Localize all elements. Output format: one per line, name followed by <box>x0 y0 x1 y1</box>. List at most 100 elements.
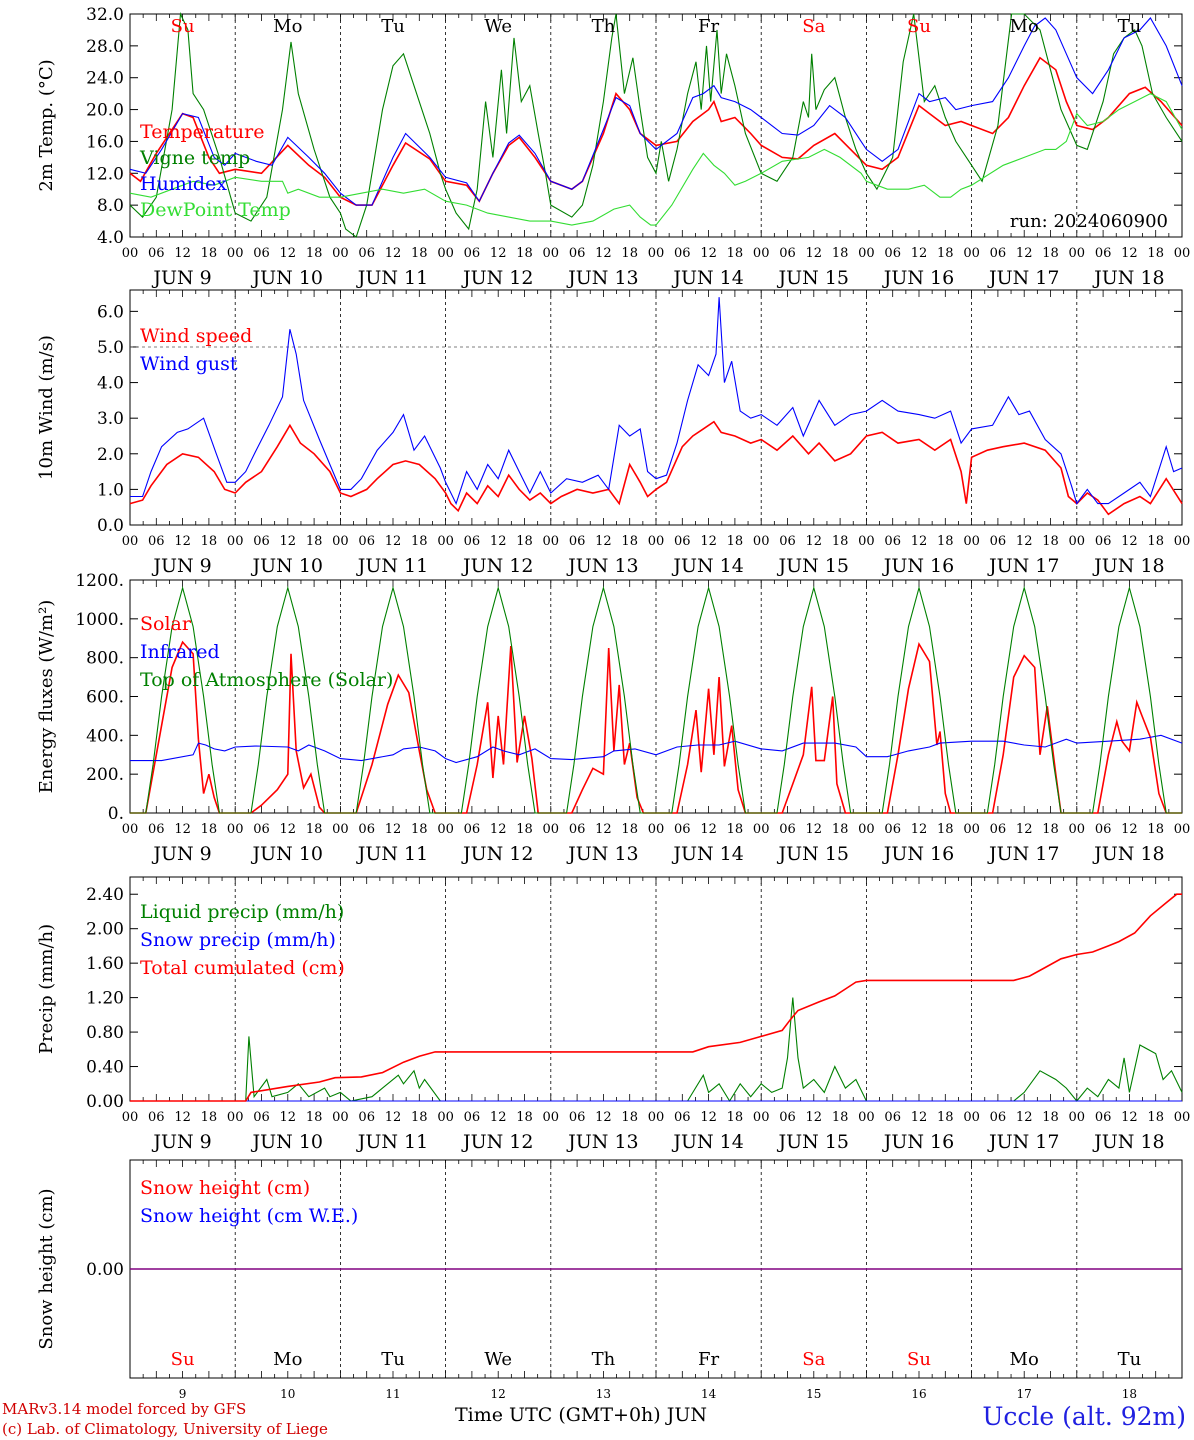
hour-tick-label: 12 <box>806 246 823 261</box>
lab-credit: (c) Lab. of Climatology, University of L… <box>2 1420 328 1438</box>
series-line <box>129 92 1183 226</box>
series-line <box>130 734 1183 764</box>
date-label: JUN 18 <box>1092 843 1164 865</box>
hour-tick-label: 00 <box>332 534 349 549</box>
day-name-label: Sa <box>802 1349 825 1370</box>
hour-tick-label: 00 <box>753 534 770 549</box>
hour-tick-label: 06 <box>464 246 481 261</box>
date-label: JUN 13 <box>566 267 638 289</box>
hour-tick-label: 18 <box>201 246 218 261</box>
date-label: JUN 18 <box>1092 555 1164 577</box>
hour-tick-label: 06 <box>358 1110 375 1125</box>
hour-tick-label: 12 <box>1016 246 1033 261</box>
hour-tick-label: 00 <box>858 534 875 549</box>
hour-tick-label: 18 <box>411 534 428 549</box>
y-tick-label: 1.60 <box>86 954 124 974</box>
time-axis-title: Time UTC (GMT+0h) JUN <box>455 1404 707 1426</box>
day-name-label: Mo <box>273 16 302 37</box>
hour-tick-label: 18 <box>411 246 428 261</box>
series-line <box>130 585 1182 814</box>
day-number-label: 17 <box>1017 1387 1032 1401</box>
hour-tick-label: 18 <box>621 534 638 549</box>
hour-tick-label: 12 <box>280 1110 297 1125</box>
legend-entry: Humidex <box>140 173 227 195</box>
day-name-label: Fr <box>698 16 719 37</box>
date-label: JUN 11 <box>356 843 428 865</box>
day-number-label: 12 <box>491 1387 506 1401</box>
hour-tick-label: 12 <box>911 534 928 549</box>
hour-tick-label: 18 <box>1042 246 1059 261</box>
hour-tick-label: 06 <box>358 246 375 261</box>
date-label: JUN 15 <box>777 267 849 289</box>
hour-tick-label: 12 <box>174 822 191 837</box>
date-label: JUN 10 <box>251 267 323 289</box>
hour-tick-label: 18 <box>727 534 744 549</box>
y-tick-label: 1200. <box>75 571 124 591</box>
hour-tick-label: 12 <box>280 534 297 549</box>
legend-entry: Solar <box>140 613 192 635</box>
hour-tick-label: 12 <box>490 1110 507 1125</box>
hour-tick-label: 00 <box>1174 534 1191 549</box>
y-tick-label: 1.0 <box>97 480 124 500</box>
date-label: JUN 14 <box>671 267 743 289</box>
date-label: JUN 13 <box>566 555 638 577</box>
date-label: JUN 18 <box>1092 267 1164 289</box>
hour-tick-label: 06 <box>779 1110 796 1125</box>
date-label: JUN 17 <box>987 267 1059 289</box>
hour-tick-label: 06 <box>358 534 375 549</box>
day-number-label: 10 <box>280 1387 295 1401</box>
hour-tick-label: 18 <box>1042 822 1059 837</box>
y-tick-label: 12.0 <box>86 164 124 184</box>
day-number-label: 9 <box>179 1387 187 1401</box>
hour-tick-label: 18 <box>937 822 954 837</box>
hour-tick-label: 00 <box>332 1110 349 1125</box>
hour-tick-label: 00 <box>1069 246 1086 261</box>
hour-tick-label: 18 <box>201 822 218 837</box>
y-tick-label: 1000. <box>75 610 124 630</box>
y-tick-label: 20.0 <box>86 101 124 121</box>
date-label: JUN 16 <box>882 1131 954 1153</box>
hour-tick-label: 06 <box>148 822 165 837</box>
hour-tick-label: 18 <box>516 822 533 837</box>
hour-tick-label: 18 <box>1042 1110 1059 1125</box>
hour-tick-label: 00 <box>963 1110 980 1125</box>
hour-tick-label: 06 <box>990 822 1007 837</box>
hour-tick-label: 12 <box>1016 534 1033 549</box>
series-line <box>129 11 1183 238</box>
hour-tick-label: 06 <box>990 534 1007 549</box>
hour-tick-label: 00 <box>437 534 454 549</box>
hour-tick-label: 12 <box>700 822 717 837</box>
y-tick-label: 16.0 <box>86 132 124 152</box>
hour-tick-label: 12 <box>911 246 928 261</box>
legend-entry: Wind speed <box>140 325 252 347</box>
hour-tick-label: 06 <box>884 1110 901 1125</box>
date-label: JUN 12 <box>461 555 533 577</box>
hour-tick-label: 12 <box>1016 1110 1033 1125</box>
y-tick-label: 8.0 <box>97 196 124 216</box>
hour-tick-label: 00 <box>858 822 875 837</box>
legend-entry: Infrared <box>140 641 220 663</box>
hour-tick-label: 00 <box>227 534 244 549</box>
hour-tick-label: 18 <box>201 534 218 549</box>
hour-tick-label: 18 <box>516 1110 533 1125</box>
legend-entry: DewPoint Temp <box>140 199 291 221</box>
hour-tick-label: 18 <box>516 534 533 549</box>
hour-tick-label: 18 <box>832 1110 849 1125</box>
hour-tick-label: 18 <box>727 246 744 261</box>
day-number-label: 16 <box>911 1387 926 1401</box>
hour-tick-label: 06 <box>569 534 586 549</box>
hour-tick-label: 18 <box>621 246 638 261</box>
hour-tick-label: 06 <box>253 1110 270 1125</box>
y-tick-label: 6.0 <box>97 302 124 322</box>
hour-tick-label: 00 <box>227 1110 244 1125</box>
legend-entry: Wind gust <box>140 353 238 375</box>
hour-tick-label: 00 <box>1174 246 1191 261</box>
hour-tick-label: 12 <box>385 246 402 261</box>
hour-tick-label: 06 <box>1095 246 1112 261</box>
hour-tick-label: 12 <box>1121 1110 1138 1125</box>
date-label: JUN 9 <box>151 1131 211 1153</box>
date-label: JUN 14 <box>671 555 743 577</box>
hour-tick-label: 06 <box>884 246 901 261</box>
hour-tick-label: 18 <box>727 822 744 837</box>
hour-tick-label: 12 <box>174 1110 191 1125</box>
